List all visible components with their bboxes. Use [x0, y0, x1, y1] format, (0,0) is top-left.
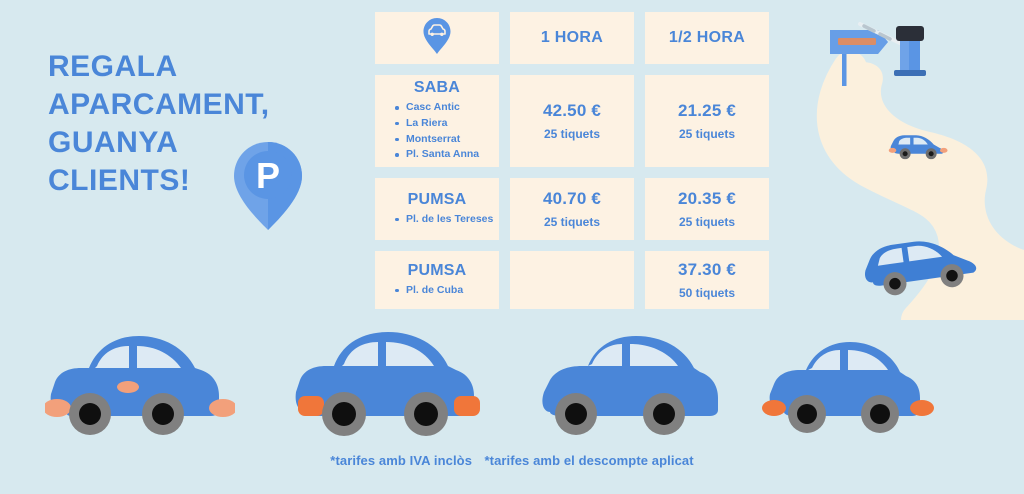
- tickets-value: 25 tiquets: [678, 215, 735, 229]
- operator-name: PUMSA: [407, 261, 467, 279]
- location-list: Casc Antic La Riera Montserrat Pl. Santa…: [395, 100, 479, 162]
- headline-line-1: REGALA: [48, 50, 178, 83]
- list-item: Montserrat: [395, 132, 479, 148]
- footnotes: *tarifes amb IVA inclòs *tarifes amb el …: [0, 452, 1024, 470]
- list-item: Casc Antic: [395, 100, 479, 116]
- operator-name: SABA: [413, 79, 461, 97]
- table-cell-pumsa-tereses-1-hora: 40.70 € 25 tiquets: [510, 178, 634, 240]
- column-header-label: 1/2 HORA: [668, 29, 746, 46]
- table-cell-pumsa-tereses-half-hora: 20.35 € 25 tiquets: [645, 178, 769, 240]
- headline-line-2: APARCAMENT,: [48, 88, 270, 122]
- table-row-operator-saba: SABA Casc Antic La Riera Montserrat Pl. …: [375, 75, 499, 167]
- parking-signpost-icon: [830, 30, 888, 86]
- parking-pin-icon: P: [231, 140, 305, 232]
- footnote-iva: *tarifes amb IVA inclòs: [330, 453, 473, 468]
- price-value: 42.50 €: [542, 101, 602, 120]
- list-item: Pl. de les Tereses: [395, 212, 493, 228]
- price-table: 1 HORA 1/2 HORA SABA Casc Antic La Riera…: [375, 12, 769, 309]
- car-on-road-small: [888, 135, 948, 160]
- table-cell-saba-1-hora: 42.50 € 25 tiquets: [510, 75, 634, 167]
- footnote-descompte: *tarifes amb el descompte aplicat: [484, 453, 694, 468]
- table-header-icon-cell: [375, 12, 499, 64]
- car-on-road-large: [865, 241, 977, 296]
- location-list: Pl. de Cuba: [395, 283, 463, 299]
- table-header-half-hora: 1/2 HORA: [645, 12, 769, 64]
- tickets-value: 50 tiquets: [678, 286, 735, 300]
- table-header-1-hora: 1 HORA: [510, 12, 634, 64]
- list-item: Pl. Santa Anna: [395, 147, 479, 163]
- headline-block: REGALA APARCAMENT, GUANYA CLIENTS!: [48, 48, 348, 200]
- table-cell-pumsa-cuba-1-hora: [510, 251, 634, 309]
- table-row-operator-pumsa-tereses: PUMSA Pl. de les Tereses: [375, 178, 499, 240]
- operator-name: PUMSA: [407, 190, 467, 208]
- car-illustration-1: [43, 328, 237, 443]
- table-cell-saba-half-hora: 21.25 € 25 tiquets: [645, 75, 769, 167]
- road-illustration: [790, 0, 1024, 337]
- headline-line-3: GUANYA: [48, 126, 179, 160]
- list-item: La Riera: [395, 116, 479, 132]
- price-value: 21.25 €: [677, 101, 737, 120]
- car-illustration-4: [762, 336, 937, 441]
- price-value: 20.35 €: [677, 189, 737, 208]
- table-row-operator-pumsa-cuba: PUMSA Pl. de Cuba: [375, 251, 499, 309]
- price-value: 37.30 €: [677, 260, 737, 279]
- tickets-value: 25 tiquets: [543, 127, 600, 141]
- car-pin-icon: [422, 17, 452, 60]
- column-header-label: 1 HORA: [540, 29, 604, 46]
- table-cell-pumsa-cuba-half-hora: 37.30 € 50 tiquets: [645, 251, 769, 309]
- svg-text:P: P: [256, 155, 280, 196]
- car-row: [0, 322, 1024, 440]
- headline-line-4: CLIENTS!: [48, 164, 191, 198]
- price-value: 40.70 €: [542, 189, 602, 208]
- list-item: Pl. de Cuba: [395, 283, 463, 299]
- location-list: Pl. de les Tereses: [395, 212, 493, 228]
- tickets-value: 25 tiquets: [678, 127, 735, 141]
- parking-barrier-icon: [858, 22, 926, 76]
- car-illustration-3: [540, 328, 730, 443]
- car-illustration-2: [288, 326, 488, 443]
- tickets-value: 25 tiquets: [543, 215, 600, 229]
